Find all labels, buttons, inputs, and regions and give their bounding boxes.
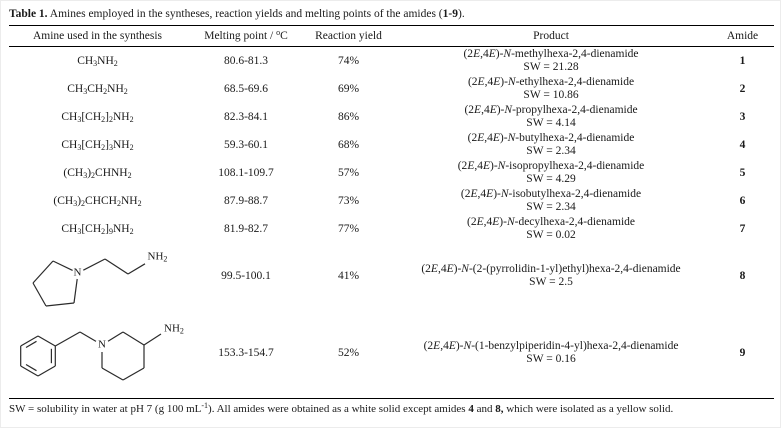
amines-table: Amine used in the synthesis Melting poin…: [9, 25, 774, 399]
nitrogen-atom-label: N: [97, 338, 107, 351]
amine-formula: CH3[CH2]2NH2: [61, 110, 134, 124]
table-row-3: CH3[CH2]2NH2 82.3-84.1 86% (2E,4E)-N-pro…: [9, 103, 774, 131]
product-name: (2E,4E)-N-methylhexa-2,4-dienamide: [463, 47, 639, 60]
col-header-melting-point: Melting point / oC: [186, 25, 306, 47]
bond-skeleton-drawing: [20, 331, 162, 381]
header-row: Amine used in the synthesis Melting poin…: [9, 25, 774, 47]
solubility-value: SW = 10.86: [523, 88, 579, 101]
reaction-yield: 41%: [337, 269, 360, 282]
product-name: (2E,4E)-N-propylhexa-2,4-dienamide: [464, 103, 638, 116]
product-name: (2E,4E)-N-(1-benzylpiperidin-4-yl)hexa-2…: [423, 340, 679, 353]
amide-number: 4: [739, 138, 746, 151]
melting-point: 81.9-82.7: [223, 222, 269, 235]
col-header-amide: Amide: [711, 25, 774, 47]
table-row-9: N NH2 153.3-154.7 52% (2E,4E)-N-(1-benzy…: [9, 309, 774, 399]
amide-number: 3: [739, 110, 746, 123]
solubility-value: SW = 2.34: [526, 200, 576, 213]
reaction-yield: 68%: [337, 138, 360, 151]
table-row-1: CH3NH2 80.6-81.3 74% (2E,4E)-N-methylhex…: [9, 47, 774, 75]
melting-point: 59.3-60.1: [223, 138, 269, 151]
solubility-value: SW = 4.29: [526, 172, 576, 185]
product-name: (2E,4E)-N-butylhexa-2,4-dienamide: [467, 131, 635, 144]
amide-number: 6: [739, 194, 746, 207]
solubility-value: SW = 2.34: [526, 144, 576, 157]
bond-skeleton-drawing: [31, 257, 145, 307]
amine-formula: CH3[CH2]3NH2: [61, 138, 134, 152]
table-row-4: CH3[CH2]3NH2 59.3-60.1 68% (2E,4E)-N-but…: [9, 131, 774, 159]
amide-number: 8: [739, 269, 746, 282]
table-footnote: SW = solubility in water at pH 7 (g 100 …: [9, 401, 674, 416]
reaction-yield: 73%: [337, 194, 360, 207]
amine-formula: (CH3)2CHNH2: [63, 166, 132, 180]
solubility-value: SW = 4.14: [526, 116, 576, 129]
melting-point: 82.3-84.1: [223, 110, 269, 123]
product-name: (2E,4E)-N-decylhexa-2,4-dienamide: [467, 215, 635, 228]
melting-point: 87.9-88.7: [223, 194, 269, 207]
amide-number: 7: [739, 222, 746, 235]
amine-formula: CH3[CH2]9NH2: [61, 222, 134, 236]
reaction-yield: 69%: [337, 82, 360, 95]
amide-number: 5: [739, 166, 746, 179]
melting-point: 108.1-109.7: [218, 166, 274, 179]
melting-point: 80.6-81.3: [223, 54, 269, 67]
amine-formula: (CH3)2CHCH2NH2: [53, 194, 142, 208]
nitrogen-atom-label: N: [72, 266, 83, 278]
amine-formula: CH3NH2: [77, 54, 118, 68]
col-header-product: Product: [391, 25, 711, 47]
amine-formula: CH3CH2NH2: [67, 82, 128, 96]
reaction-yield: 57%: [337, 166, 360, 179]
reaction-yield: 86%: [337, 110, 360, 123]
solubility-value: SW = 0.02: [526, 228, 576, 241]
benzylpiperidinamine-structure: N NH2: [10, 318, 185, 388]
melting-point: 68.5-69.6: [223, 82, 269, 95]
reaction-yield: 74%: [337, 54, 360, 67]
solubility-value: SW = 21.28: [523, 60, 579, 73]
table-row-5: (CH3)2CHNH2 108.1-109.7 57% (2E,4E)-N-is…: [9, 159, 774, 187]
product-name: (2E,4E)-N-(2-(pyrrolidin-1-yl)ethyl)hexa…: [421, 262, 681, 275]
product-name: (2E,4E)-N-isopropylhexa-2,4-dienamide: [457, 159, 645, 172]
col-header-reaction-yield: Reaction yield: [306, 25, 391, 47]
melting-point: 153.3-154.7: [218, 347, 274, 360]
amide-number: 1: [739, 54, 746, 67]
amine-group-label: NH2: [163, 322, 185, 336]
table-row-7: CH3[CH2]9NH2 81.9-82.7 77% (2E,4E)-N-dec…: [9, 215, 774, 243]
amine-group-label: NH2: [146, 250, 169, 263]
col-header-amine: Amine used in the synthesis: [9, 25, 186, 47]
pyrrolidine-ethylamine-structure: N NH2: [18, 243, 178, 309]
amide-number: 2: [739, 82, 746, 95]
solubility-value: SW = 0.16: [526, 353, 576, 366]
melting-point: 99.5-100.1: [221, 269, 271, 282]
product-name: (2E,4E)-N-ethylhexa-2,4-dienamide: [467, 75, 635, 88]
reaction-yield: 77%: [337, 222, 360, 235]
table-row-8: N NH2 99.5-100.1 41% (2E,4E)-N-(2-(pyrro…: [9, 243, 774, 309]
table-caption: Table 1. Amines employed in the synthese…: [9, 8, 465, 20]
table-row-6: (CH3)2CHCH2NH2 87.9-88.7 73% (2E,4E)-N-i…: [9, 187, 774, 215]
product-name: (2E,4E)-N-isobutylhexa-2,4-dienamide: [460, 187, 642, 200]
reaction-yield: 52%: [337, 347, 360, 360]
table-row-2: CH3CH2NH2 68.5-69.6 69% (2E,4E)-N-ethylh…: [9, 75, 774, 103]
solubility-value: SW = 2.5: [529, 275, 573, 288]
amide-number: 9: [739, 347, 746, 360]
